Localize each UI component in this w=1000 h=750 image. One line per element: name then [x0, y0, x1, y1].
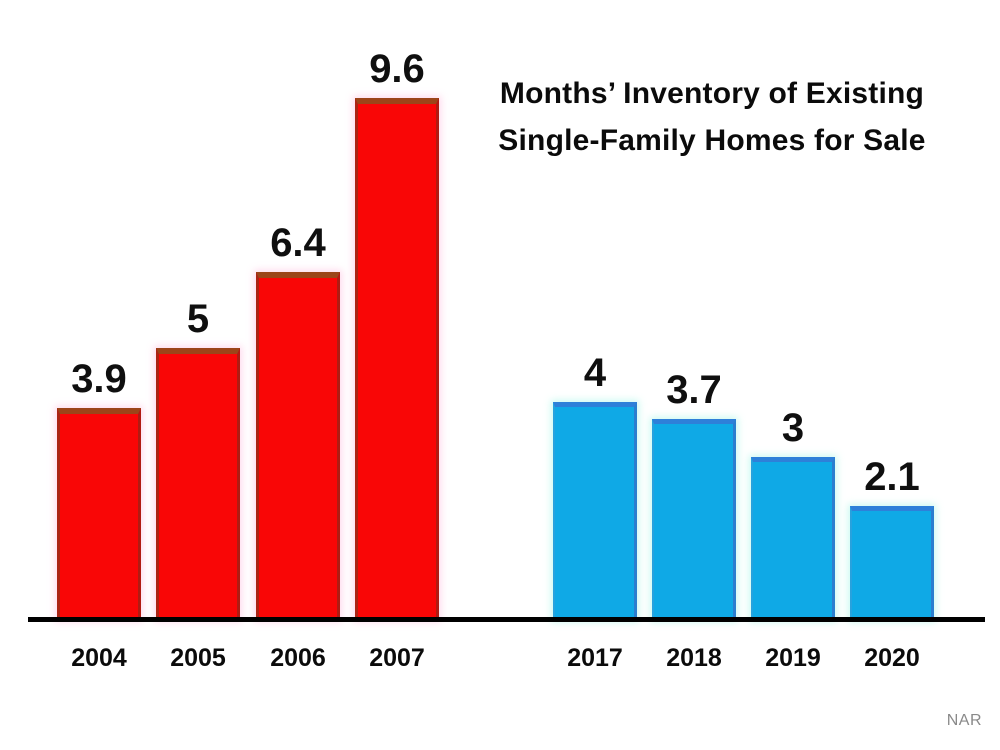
chart-title-line1: Months’ Inventory of Existing	[499, 77, 925, 110]
x-axis-label-2018: 2018	[666, 644, 722, 672]
bar-value-label-2019: 3	[781, 406, 805, 450]
bar-2005	[156, 348, 240, 620]
x-axis-line	[28, 617, 985, 622]
bar-2004	[57, 408, 141, 620]
bar-2018	[652, 419, 736, 620]
x-axis-label-2005: 2005	[170, 644, 226, 672]
x-axis-label-2020: 2020	[864, 644, 920, 672]
x-axis-label-2017: 2017	[567, 644, 623, 672]
bar-group-2007: 9.6	[355, 49, 439, 620]
bar-group-2019: 3	[751, 408, 835, 620]
x-axis-label-2007: 2007	[369, 644, 425, 672]
bar-value-label-2006: 6.4	[270, 221, 326, 265]
bar-group-2006: 6.4	[256, 223, 340, 620]
x-axis-label-2004: 2004	[71, 644, 127, 672]
bar-2007	[355, 98, 439, 620]
bar-group-2005: 5	[156, 299, 240, 620]
bar-2017	[553, 402, 637, 620]
source-attribution: NAR	[946, 712, 982, 729]
chart-title-line2: Single-Family Homes for Sale	[498, 124, 926, 157]
bar-group-2017: 4	[553, 353, 637, 620]
bar-2019	[751, 457, 835, 620]
bar-value-label-2017: 4	[583, 351, 607, 395]
bar-group-2020: 2.1	[850, 457, 934, 620]
x-axis-label-2019: 2019	[765, 644, 821, 672]
bar-value-label-2020: 2.1	[864, 455, 920, 499]
bar-value-label-2005: 5	[186, 297, 210, 341]
bar-value-label-2004: 3.9	[71, 357, 127, 401]
x-axis-label-2006: 2006	[270, 644, 326, 672]
bar-group-2018: 3.7	[652, 370, 736, 620]
bar-value-label-2007: 9.6	[369, 47, 425, 91]
bar-value-label-2018: 3.7	[666, 368, 722, 412]
chart-title: Months’ Inventory of Existing Single-Fam…	[462, 70, 962, 164]
bar-2006	[256, 272, 340, 620]
bar-group-2004: 3.9	[57, 359, 141, 620]
bar-2020	[850, 506, 934, 620]
